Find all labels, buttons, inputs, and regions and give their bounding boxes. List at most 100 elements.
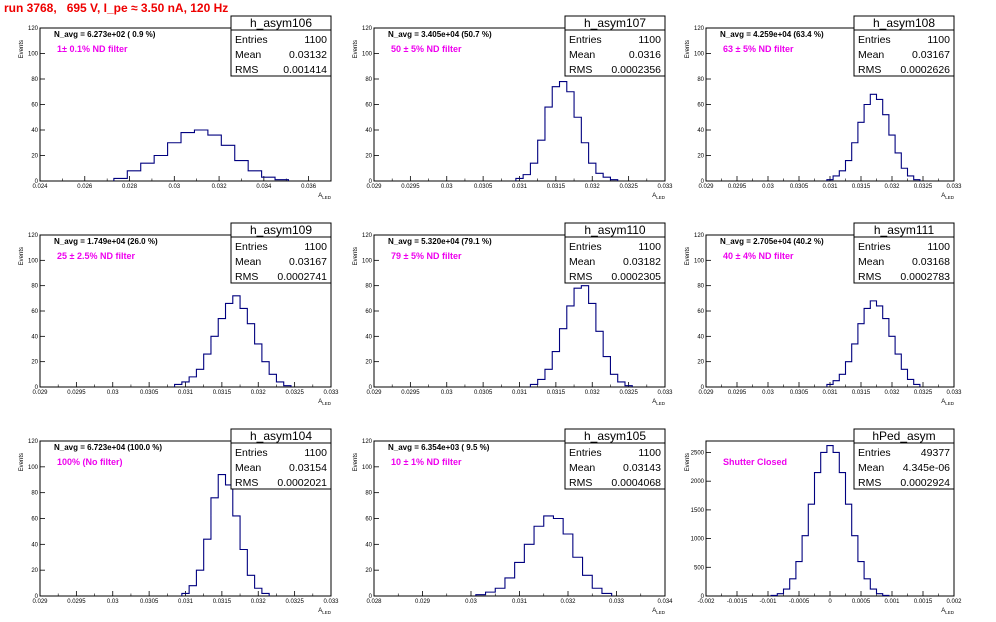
y-axis-title: Events (353, 247, 359, 265)
navg-label: N_avg = 1.749e+04 (26.0 %) (54, 237, 158, 246)
histogram-bin (516, 178, 523, 181)
x-tick-label: 0.03 (168, 184, 180, 190)
y-tick-label: 20 (697, 360, 704, 366)
histogram-panel-h_asym110: 0.029 0.0295 0.03 0.0305 0.031 0.0315 0.032 0.0… (353, 222, 673, 406)
histogram-bin (784, 589, 790, 596)
x-tick-label: 0.032 (251, 390, 267, 396)
x-tick-label: 0.029 (32, 599, 48, 605)
histogram-bin (523, 175, 530, 181)
histogram-bin (560, 82, 567, 181)
x-tick-label: 0.0325 (285, 390, 304, 396)
stats-rms-label: RMS (569, 64, 592, 76)
x-axis-title: ALED (318, 399, 332, 406)
y-tick-label: 120 (28, 26, 39, 32)
histogram-bin (877, 306, 883, 387)
histogram-bin (248, 171, 261, 181)
histogram-bin (602, 593, 612, 596)
y-tick-label: 120 (362, 233, 373, 239)
stats-rms-label: RMS (235, 64, 258, 76)
x-axis-title: ALED (941, 608, 955, 615)
x-tick-label: 0.0305 (140, 390, 159, 396)
histogram-bin (914, 180, 920, 181)
histogram-bin (204, 539, 211, 596)
navg-label: N_avg = 2.705e+04 (40.2 %) (720, 237, 824, 246)
x-tick-label: 0.0295 (67, 599, 86, 605)
stats-mean-label: Mean (235, 49, 261, 61)
y-tick-label: 0 (369, 385, 373, 391)
histogram-bin (877, 99, 883, 181)
stats-title: h_asym111 (874, 223, 935, 237)
x-tick-label: 0.032 (251, 599, 267, 605)
x-tick-label: 0.0295 (728, 184, 747, 190)
histogram-outline (475, 515, 613, 596)
histogram-panel-h_asym105: 0.028 0.029 0.03 0.031 0.032 0.033 0.034 0 20 40 6… (353, 428, 673, 615)
stats-title: h_asym105 (584, 429, 646, 443)
y-tick-label: 0 (369, 179, 373, 185)
x-tick-label: 0.033 (946, 390, 962, 396)
stats-box: hPed_asym Entries 49377 Mean 4.345e-06 RMS 0.0… (853, 428, 955, 490)
histogram-bin (883, 595, 889, 596)
stats-mean-value: 0.03167 (289, 256, 327, 268)
histogram-bin (204, 354, 211, 387)
histogram-bin (573, 557, 583, 596)
y-tick-label: 20 (31, 568, 38, 574)
x-tick-label: 0.033 (657, 184, 673, 190)
y-axis-title: Events (685, 40, 691, 58)
y-tick-label: 120 (694, 26, 705, 32)
stats-title: h_asym109 (250, 223, 312, 237)
y-tick-label: 100 (694, 52, 705, 58)
stats-rms-value: 0.0002924 (900, 477, 950, 489)
histogram-bin (189, 586, 196, 596)
histogram-bin (221, 145, 234, 181)
x-axis-title: ALED (652, 608, 666, 615)
stats-box: h_asym109 Entries 1100 Mean 0.03167 RMS 0.0002… (230, 222, 332, 284)
histogram-bin (574, 117, 581, 181)
histogram-bin (141, 163, 154, 181)
histogram-bin (196, 369, 203, 387)
histogram-bin (476, 595, 486, 596)
x-tick-label: 0.029 (698, 390, 714, 396)
histogram-bin (168, 143, 181, 181)
y-tick-label: 60 (31, 309, 38, 315)
x-tick-label: 0.0325 (914, 390, 933, 396)
y-tick-label: 40 (365, 334, 372, 340)
y-tick-label: 60 (365, 517, 372, 523)
histogram-bin (545, 107, 552, 181)
histogram-bin (196, 570, 203, 596)
x-tick-label: 0.0325 (285, 599, 304, 605)
histogram-bin (194, 130, 207, 181)
histogram-bin (247, 575, 254, 596)
histogram-bin (189, 377, 196, 387)
histogram-bin (596, 173, 603, 181)
x-tick-label: 0.002 (946, 599, 962, 605)
y-tick-label: 40 (365, 542, 372, 548)
y-tick-label: 100 (28, 258, 39, 264)
histogram-panel-hPed_asym: -0.002 -0.0015 -0.001 -0.0005 0 0.0005 0.001 0.… (685, 428, 962, 615)
histogram-bin (574, 288, 581, 387)
stats-title: h_asym107 (584, 16, 646, 30)
x-axis-title: ALED (941, 193, 955, 200)
x-tick-label: 0.03 (441, 390, 453, 396)
x-tick-label: 0.032 (884, 184, 900, 190)
histogram-bin (208, 135, 221, 181)
x-tick-label: 0.036 (301, 184, 317, 190)
x-tick-label: 0.029 (366, 184, 382, 190)
x-tick-label: 0.03 (762, 184, 774, 190)
stats-entries-value: 1100 (304, 34, 327, 46)
y-tick-label: 120 (362, 26, 373, 32)
filter-label: 63 ± 5% ND filter (723, 44, 794, 54)
stats-entries-value: 49377 (921, 447, 950, 459)
histogram-bin (858, 122, 864, 181)
x-tick-label: 0.024 (32, 184, 48, 190)
stats-box: h_asym104 Entries 1100 Mean 0.03154 RMS 0.0002… (230, 428, 332, 490)
x-tick-label: 0.0305 (474, 390, 493, 396)
x-tick-label: 0.031 (178, 599, 194, 605)
stats-rms-value: 0.0002626 (900, 64, 950, 76)
histogram-bin (846, 161, 852, 181)
histogram-bin (889, 336, 895, 387)
histogram-bin (154, 156, 167, 182)
stats-mean-label: Mean (858, 49, 884, 61)
stats-entries-label: Entries (858, 34, 891, 46)
run-info-title: run 3768, 695 V, I_pe ≈ 3.50 nA, 120 Hz (4, 1, 229, 15)
y-tick-label: 20 (31, 360, 38, 366)
